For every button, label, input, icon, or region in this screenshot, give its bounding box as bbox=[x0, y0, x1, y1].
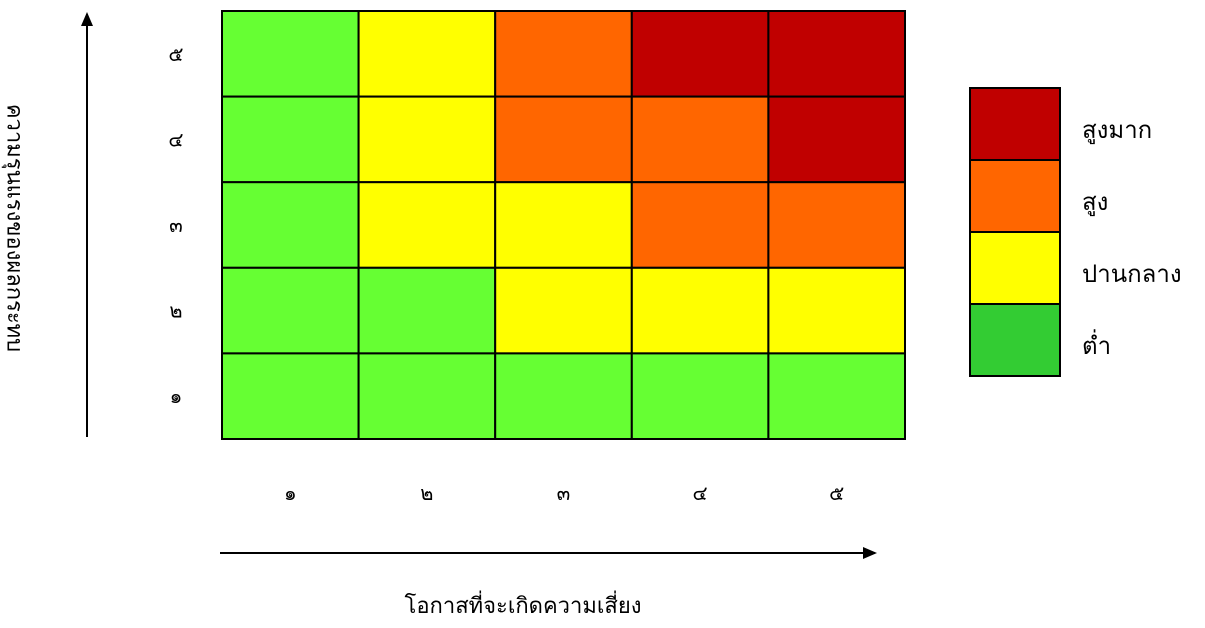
heatmap-cell-x5-y5 bbox=[767, 10, 907, 98]
heatmap-cell-x5-y4 bbox=[767, 95, 907, 184]
y-tick-label: ๕ bbox=[168, 42, 183, 66]
heatmap-cell-x2-y1 bbox=[357, 352, 497, 440]
heatmap-cell-x1-y2 bbox=[221, 266, 360, 355]
legend-swatch bbox=[969, 231, 1061, 305]
legend-swatch bbox=[969, 159, 1061, 233]
legend-swatch bbox=[969, 87, 1061, 161]
legend-label: สูง bbox=[1082, 188, 1108, 217]
legend-label: สูงมาก bbox=[1082, 116, 1152, 145]
x-tick-label: ๕ bbox=[829, 481, 844, 505]
heatmap-cells bbox=[221, 10, 907, 440]
heatmap-cell-x1-y1 bbox=[221, 352, 360, 440]
x-axis-label: โอกาสที่จะเกิดความเสี่ยง bbox=[405, 590, 642, 619]
heatmap-cell-x1-y4 bbox=[221, 95, 360, 184]
heatmap-cell-x3-y1 bbox=[494, 352, 633, 440]
heatmap-cell-x1-y3 bbox=[221, 181, 360, 269]
x-tick-labels: ๑ ๒ ๓ ๔ ๕ bbox=[284, 481, 844, 505]
heatmap-cell-x3-y3 bbox=[494, 181, 633, 269]
heatmap-cell-x1-y5 bbox=[221, 10, 360, 98]
legend-label: ปานกลาง bbox=[1082, 260, 1182, 288]
heatmap-cell-x3-y4 bbox=[494, 95, 633, 184]
heatmap-cell-x2-y5 bbox=[357, 10, 497, 98]
heatmap-cell-x2-y3 bbox=[357, 181, 497, 269]
y-tick-label: ๒ bbox=[169, 299, 182, 323]
heatmap-cell-x2-y4 bbox=[357, 95, 497, 184]
legend-label: ต่ำ bbox=[1082, 329, 1111, 360]
legend-swatch bbox=[969, 303, 1061, 377]
y-tick-label: ๑ bbox=[170, 384, 183, 408]
heatmap-cell-x4-y2 bbox=[630, 266, 770, 355]
x-tick-label: ๓ bbox=[557, 481, 571, 505]
heatmap-cell-x4-y3 bbox=[630, 181, 770, 269]
x-tick-label: ๑ bbox=[284, 481, 297, 505]
heatmap-cell-x3-y5 bbox=[494, 10, 633, 98]
x-tick-label: ๒ bbox=[420, 481, 433, 505]
heatmap-cell-x5-y2 bbox=[767, 266, 907, 355]
y-axis-label: ความรุนแรงของผลกระทบ bbox=[2, 104, 27, 352]
heatmap-cell-x5-y1 bbox=[767, 352, 907, 440]
heatmap-cell-x4-y5 bbox=[630, 10, 770, 98]
y-tick-label: ๔ bbox=[168, 127, 183, 151]
x-tick-label: ๔ bbox=[693, 481, 708, 505]
heatmap-cell-x5-y3 bbox=[767, 181, 907, 269]
heatmap-cell-x4-y1 bbox=[630, 352, 770, 440]
heatmap-cell-x3-y2 bbox=[494, 266, 633, 355]
heatmap-cell-x4-y4 bbox=[630, 95, 770, 184]
heatmap-cell-x2-y2 bbox=[357, 266, 497, 355]
y-tick-label: ๓ bbox=[169, 213, 183, 237]
